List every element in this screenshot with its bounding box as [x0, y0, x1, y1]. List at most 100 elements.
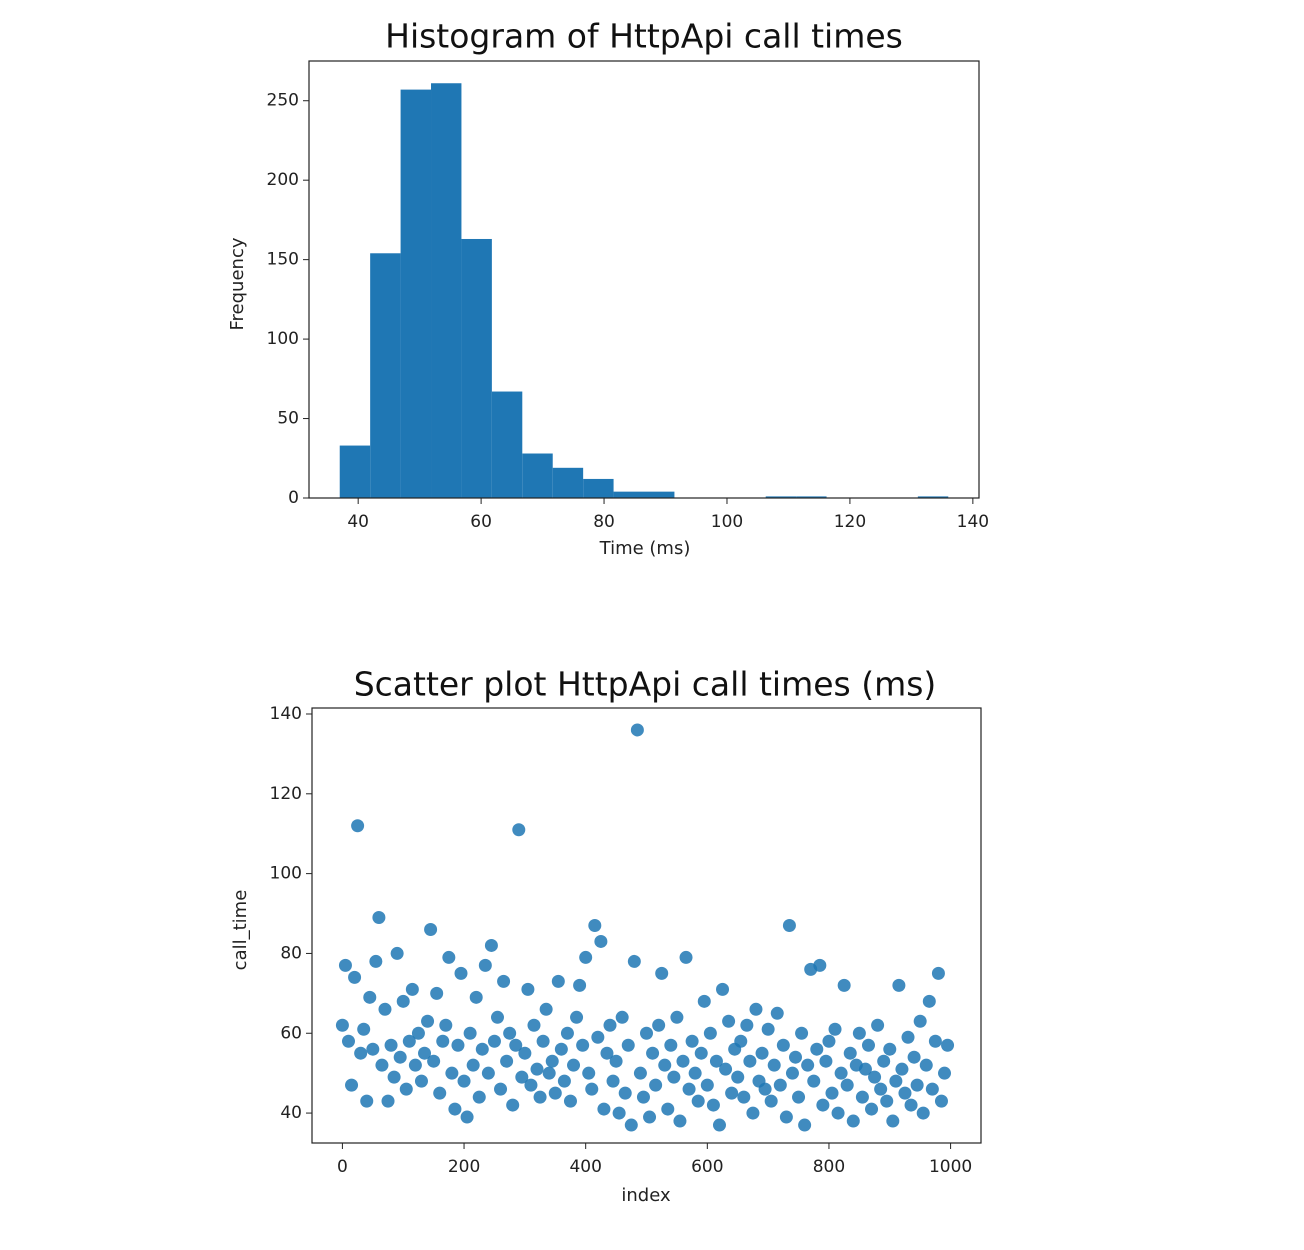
point [798, 1118, 812, 1132]
point [576, 1038, 590, 1052]
point [594, 934, 608, 948]
point [810, 1042, 824, 1056]
point [570, 1010, 584, 1024]
point [588, 919, 602, 932]
y-tick-label: 100 [270, 864, 302, 884]
point [889, 1074, 903, 1088]
point [697, 994, 711, 1008]
y-tick-label: 100 [267, 329, 299, 349]
x-tick-label: 800 [813, 1157, 845, 1177]
point [360, 1094, 374, 1108]
point [670, 1010, 684, 1024]
point [527, 1018, 541, 1032]
point [883, 1042, 897, 1056]
point [560, 1026, 574, 1040]
point [421, 1014, 435, 1028]
point [396, 994, 410, 1008]
point [372, 911, 386, 925]
point [910, 1078, 924, 1092]
x-tick-label: 200 [448, 1157, 480, 1177]
point [448, 1102, 462, 1116]
point [925, 1082, 939, 1096]
point [393, 1050, 407, 1064]
y-axis-label: Frequency [227, 237, 248, 330]
point [341, 1034, 355, 1048]
point [840, 1078, 854, 1092]
y-tick-label: 0 [288, 488, 299, 508]
point [375, 1058, 389, 1072]
point [892, 978, 906, 992]
x-tick-label: 40 [347, 512, 369, 532]
point [624, 1118, 638, 1132]
point [606, 1074, 620, 1088]
point [500, 1054, 514, 1068]
bar [765, 496, 797, 498]
bar [370, 253, 401, 498]
point [938, 1066, 952, 1080]
point [694, 1046, 708, 1060]
point [716, 982, 730, 996]
point [725, 1086, 739, 1100]
point [348, 970, 362, 984]
point [533, 1090, 547, 1104]
bar [339, 445, 371, 498]
point [822, 1034, 836, 1048]
x-tick-label: 120 [834, 512, 866, 532]
x-tick-label: 80 [593, 512, 615, 532]
point [381, 1094, 395, 1108]
point [472, 1090, 486, 1104]
point [475, 1042, 489, 1056]
point [801, 1058, 815, 1072]
point [451, 1038, 465, 1052]
point [384, 1038, 398, 1052]
point [390, 946, 404, 960]
point [688, 1066, 702, 1080]
y-tick-label: 200 [267, 170, 299, 190]
point [436, 1034, 450, 1048]
point [433, 1086, 447, 1100]
point [706, 1098, 720, 1112]
bar [583, 478, 614, 498]
point [363, 990, 377, 1004]
point [782, 919, 796, 932]
point [773, 1078, 787, 1092]
point [542, 1066, 556, 1080]
point [779, 1110, 793, 1124]
chart-title: Scatter plot HttpApi call times (ms) [354, 665, 937, 704]
bar [917, 496, 949, 498]
point [521, 982, 535, 996]
point [387, 1070, 401, 1084]
point [408, 1058, 422, 1072]
point [378, 1002, 392, 1016]
point [895, 1062, 909, 1076]
axes-frame [308, 60, 980, 499]
point [506, 1098, 520, 1112]
point [865, 1102, 879, 1116]
bar [491, 391, 523, 498]
point [919, 1058, 933, 1072]
bar [613, 491, 644, 498]
point [509, 1038, 523, 1052]
point [837, 978, 851, 992]
point [466, 1058, 480, 1072]
point [934, 1094, 948, 1108]
point [758, 1082, 772, 1096]
bar [796, 496, 827, 498]
point [335, 1018, 349, 1032]
point [746, 1106, 760, 1120]
point [515, 1070, 529, 1084]
point [460, 1110, 474, 1124]
point [633, 1066, 647, 1080]
point [685, 1034, 699, 1048]
x-axis-label: Time (ms) [599, 538, 691, 559]
y-tick-label: 40 [280, 1103, 302, 1123]
point [825, 1086, 839, 1100]
point [603, 1018, 617, 1032]
point [563, 1094, 577, 1108]
point [463, 1026, 477, 1040]
bar [400, 89, 432, 498]
point [904, 1098, 918, 1112]
point [609, 1054, 623, 1068]
point [351, 819, 365, 833]
